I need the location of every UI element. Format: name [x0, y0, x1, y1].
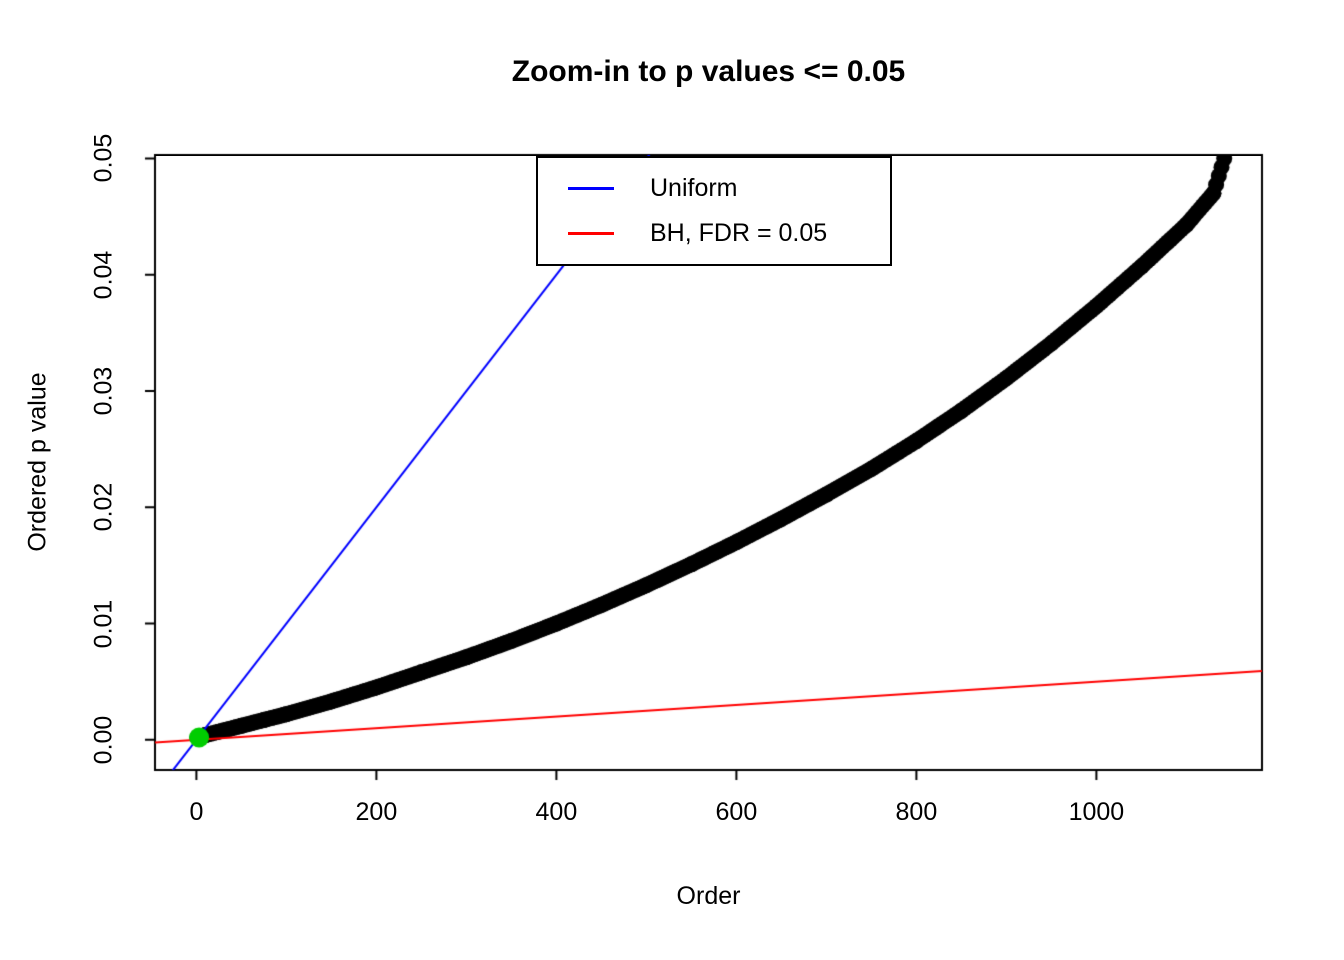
x-tick-label: 800 [895, 798, 938, 826]
x-tick-label: 200 [355, 798, 398, 826]
y-tick-label: 0.03 [89, 366, 118, 416]
x-tick-label: 1000 [1068, 798, 1125, 826]
x-tick-label: 600 [715, 798, 758, 826]
y-tick-label: 0.02 [89, 482, 118, 532]
legend-entry-bh: BH, FDR = 0.05 [538, 219, 890, 248]
legend-line-bh-icon [568, 232, 614, 235]
chart-title: Zoom-in to p values <= 0.05 [511, 55, 906, 88]
y-tick-label: 0.00 [89, 715, 118, 765]
x-tick-label: 0 [189, 798, 204, 826]
y-axis-label: Ordered p value [23, 372, 52, 552]
x-axis-label: Order [676, 882, 741, 910]
legend-label-bh: BH, FDR = 0.05 [650, 219, 828, 247]
y-tick-label: 0.01 [89, 599, 118, 648]
y-tick-label: 0.04 [89, 250, 118, 300]
legend: Uniform BH, FDR = 0.05 [536, 156, 892, 266]
legend-label-uniform: Uniform [650, 174, 738, 202]
x-tick-label: 400 [535, 798, 578, 826]
legend-entry-uniform: Uniform [538, 174, 890, 203]
legend-line-uniform-icon [568, 187, 614, 190]
y-tick-label: 0.05 [89, 134, 118, 183]
